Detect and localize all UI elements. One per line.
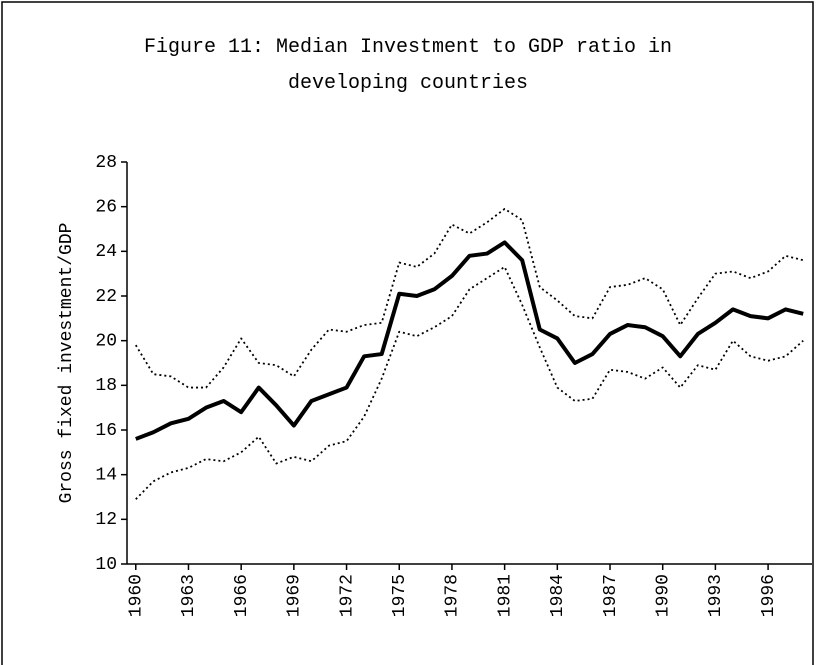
chart-title: Figure 11: Median Investment to GDP rati… xyxy=(143,36,673,95)
x-tick-label: 1960 xyxy=(127,574,147,617)
x-tick-label: 1984 xyxy=(548,574,568,617)
y-tick-label: 14 xyxy=(95,465,117,485)
x-tick-label: 1966 xyxy=(232,574,252,617)
y-tick-label: 16 xyxy=(95,421,117,441)
x-tick-label: 1981 xyxy=(495,574,515,617)
y-tick-label: 24 xyxy=(95,242,117,262)
x-tick-label: 1978 xyxy=(443,574,463,617)
y-axis-label: Gross fixed investment/GDP xyxy=(57,223,77,504)
x-tick-label: 1963 xyxy=(179,574,199,617)
y-tick-label: 22 xyxy=(95,287,117,307)
y-tick-label: 28 xyxy=(95,153,117,173)
y-tick-label: 26 xyxy=(95,197,117,217)
x-tick-label: 1975 xyxy=(390,574,410,617)
x-tick-label: 1972 xyxy=(337,574,357,617)
y-tick-label: 18 xyxy=(95,376,117,396)
y-tick-label: 20 xyxy=(95,331,117,351)
x-tick-label: 1996 xyxy=(759,574,779,617)
x-tick-label: 1969 xyxy=(285,574,305,617)
x-tick-label: 1993 xyxy=(706,574,726,617)
series-line xyxy=(135,208,804,389)
series-line xyxy=(135,266,804,500)
series-line xyxy=(135,240,804,441)
y-tick-label: 12 xyxy=(95,510,117,530)
x-tick-label: 1987 xyxy=(601,574,621,617)
x-tick-label: 1990 xyxy=(653,574,673,617)
y-tick-label: 10 xyxy=(95,555,117,575)
